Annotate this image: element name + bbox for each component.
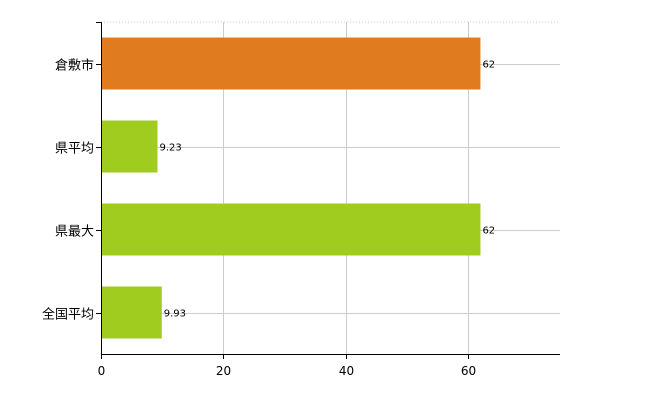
axes [96, 22, 560, 359]
data-label-2: 62 [482, 226, 495, 237]
category-label-1: 県平均 [55, 142, 94, 157]
x-tick-label-2: 40 [339, 364, 354, 378]
bars [101, 37, 481, 339]
x-tick-label-3: 60 [461, 364, 476, 378]
data-label-0: 62 [482, 60, 495, 71]
bar-1 [101, 120, 158, 173]
bar-2 [101, 203, 481, 256]
data-label-3: 9.93 [164, 309, 186, 320]
bar-3 [101, 286, 162, 339]
category-label-0: 倉敷市 [55, 58, 94, 74]
x-tick-label-0: 0 [98, 364, 106, 378]
category-label-2: 県最大 [55, 225, 94, 240]
category-label-3: 全国平均 [42, 307, 94, 323]
data-label-1: 9.23 [159, 143, 181, 154]
bar-0 [101, 37, 481, 90]
x-tick-label-1: 20 [216, 364, 231, 378]
